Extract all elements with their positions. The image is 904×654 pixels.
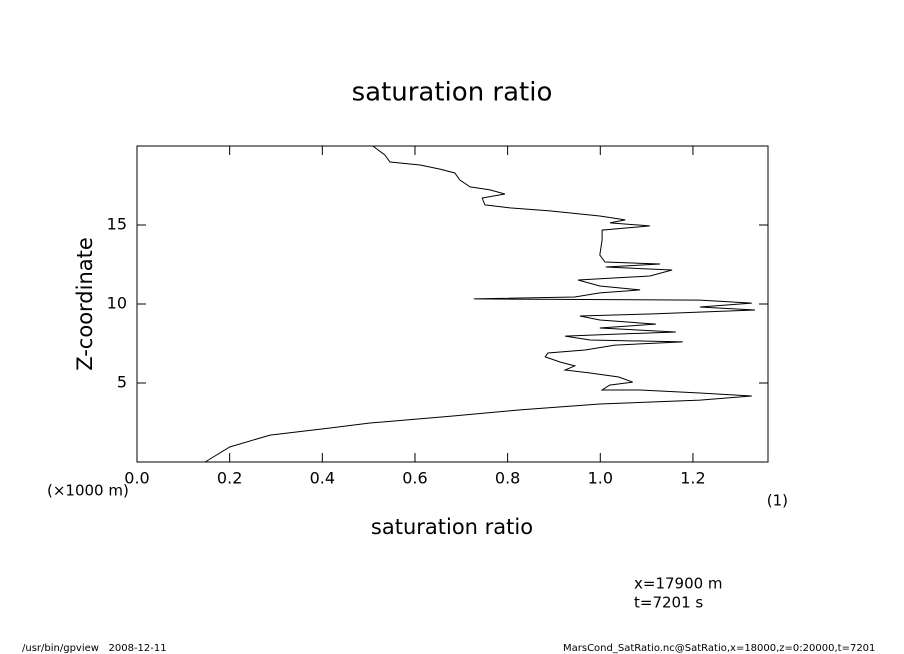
annotation: x=17900 m: [634, 575, 723, 593]
profile-line: [204, 145, 756, 463]
x-tick-label: 0.6: [402, 469, 427, 488]
y-tick-label: 5: [117, 373, 127, 392]
y-tick-label: 15: [107, 215, 127, 234]
footer: /usr/bin/gpview 2008-12-11: [22, 643, 167, 654]
x-tick-label: 0.2: [217, 469, 242, 488]
x-tick-label: 0.8: [495, 469, 520, 488]
chart-title: saturation ratio: [352, 78, 553, 108]
x-tick-label: 0.0: [124, 469, 149, 488]
x-unit: (1): [767, 492, 788, 510]
footer: MarsCond_SatRatio.nc@SatRatio,x=18000,z=…: [563, 643, 875, 654]
x-axis-label: saturation ratio: [371, 515, 533, 539]
plot-frame: [136, 145, 769, 463]
y-axis-label: Z-coordinate: [73, 237, 97, 371]
y-unit: (×1000 m): [47, 482, 129, 500]
y-tick-label: 10: [107, 294, 127, 313]
x-tick-label: 0.4: [310, 469, 335, 488]
annotation: t=7201 s: [634, 594, 703, 612]
x-tick-label: 1.2: [680, 469, 705, 488]
x-tick-label: 1.0: [588, 469, 613, 488]
